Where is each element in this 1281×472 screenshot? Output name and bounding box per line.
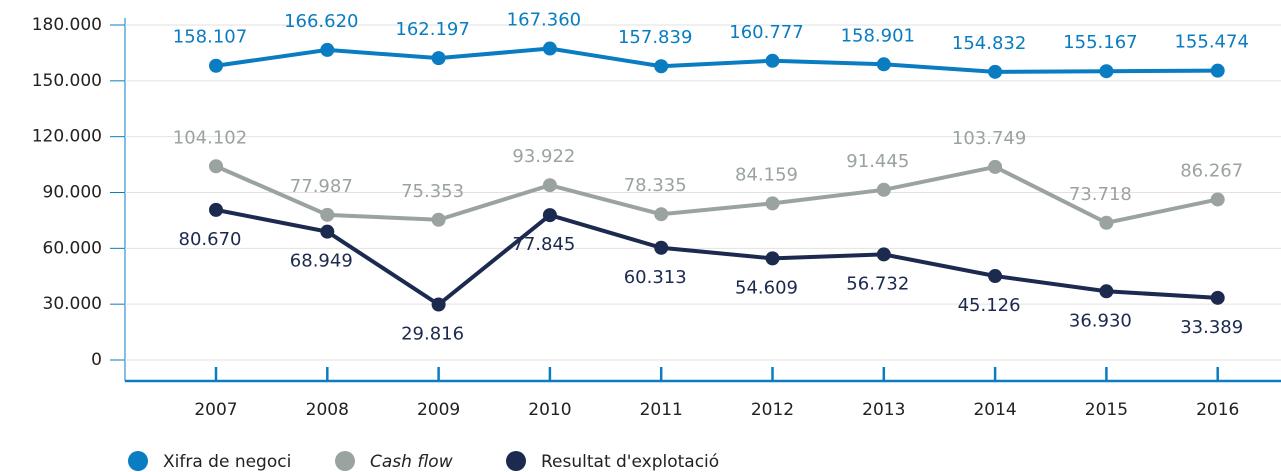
y-tick-label: 120.000 <box>32 127 102 147</box>
data-point <box>1210 192 1225 207</box>
data-point <box>876 182 891 197</box>
value-label: 78.335 <box>624 175 687 196</box>
y-tick-label: 150.000 <box>32 71 102 91</box>
y-tick-label: 90.000 <box>43 183 102 203</box>
data-point <box>654 240 669 255</box>
data-point <box>876 57 891 72</box>
data-point <box>765 251 780 266</box>
value-label: 45.126 <box>958 295 1021 316</box>
x-tick-label: 2015 <box>1085 400 1128 420</box>
data-point <box>654 59 669 74</box>
y-tick-label: 0 <box>91 350 102 370</box>
value-label: 33.389 <box>1180 317 1243 338</box>
data-point <box>209 202 223 217</box>
y-tick-label: 30.000 <box>43 294 102 314</box>
data-point <box>209 58 223 73</box>
value-label: 54.609 <box>735 277 798 298</box>
data-point <box>654 207 669 222</box>
legend-label: Resultat d'explotació <box>541 452 719 472</box>
value-label: 36.930 <box>1069 310 1132 331</box>
value-label: 155.167 <box>1063 32 1137 53</box>
data-point <box>1099 64 1114 79</box>
value-label: 157.839 <box>618 27 692 48</box>
value-label: 93.922 <box>512 146 575 167</box>
data-point <box>876 247 891 262</box>
x-tick-label: 2010 <box>528 400 571 420</box>
data-point <box>320 207 335 222</box>
value-label: 86.267 <box>1180 160 1243 181</box>
value-label: 103.749 <box>952 128 1026 149</box>
series-line <box>215 207 1218 307</box>
value-label: 158.901 <box>841 25 915 46</box>
data-point <box>988 269 1003 284</box>
legend-swatch <box>335 451 355 471</box>
data-point <box>542 178 557 193</box>
y-tick-label: 180.000 <box>32 15 102 35</box>
value-label: 56.732 <box>846 273 909 294</box>
data-point <box>1210 290 1225 305</box>
value-label: 91.445 <box>846 151 909 172</box>
value-label: 158.107 <box>173 27 247 48</box>
data-point <box>320 224 335 239</box>
value-label: 80.670 <box>179 229 242 250</box>
value-label: 155.474 <box>1174 32 1248 53</box>
data-point <box>209 159 223 174</box>
data-point <box>1210 63 1225 78</box>
value-label: 68.949 <box>290 251 353 272</box>
x-tick-label: 2011 <box>640 400 683 420</box>
value-label: 77.845 <box>512 234 575 255</box>
value-label: 29.816 <box>401 324 464 345</box>
value-label: 167.360 <box>507 10 581 31</box>
value-label: 162.197 <box>395 19 469 40</box>
series-line <box>215 164 1219 225</box>
value-label: 73.718 <box>1069 184 1132 205</box>
x-tick-label: 2016 <box>1196 400 1239 420</box>
data-point <box>431 297 446 312</box>
legend-label: Xifra de negoci <box>163 452 291 472</box>
data-point <box>765 53 780 68</box>
value-label: 60.313 <box>624 267 687 288</box>
series-line <box>215 46 1218 74</box>
x-tick-label: 2009 <box>417 400 460 420</box>
data-point <box>765 196 780 211</box>
data-point <box>1099 215 1114 230</box>
data-point <box>431 212 446 227</box>
value-label: 84.159 <box>735 164 798 185</box>
legend-label: Cash flow <box>370 452 453 472</box>
data-point <box>431 51 446 66</box>
x-tick-label: 2012 <box>751 400 794 420</box>
x-tick-label: 2014 <box>973 400 1016 420</box>
data-point <box>542 41 557 56</box>
x-tick-label: 2013 <box>862 400 905 420</box>
legend-swatch <box>128 451 148 471</box>
data-point <box>1099 284 1114 299</box>
data-point <box>988 159 1003 174</box>
data-point <box>542 208 557 223</box>
x-tick-label: 2008 <box>306 400 349 420</box>
data-point <box>320 42 335 57</box>
value-label: 77.987 <box>290 176 353 197</box>
value-label: 104.102 <box>173 127 247 148</box>
data-point <box>988 64 1003 79</box>
value-label: 166.620 <box>284 11 358 32</box>
value-label: 160.777 <box>729 22 803 43</box>
y-tick-label: 60.000 <box>43 238 102 258</box>
value-label: 75.353 <box>401 181 464 202</box>
legend-swatch <box>506 451 526 471</box>
x-tick-label: 2007 <box>194 400 237 420</box>
value-label: 154.832 <box>952 33 1026 54</box>
